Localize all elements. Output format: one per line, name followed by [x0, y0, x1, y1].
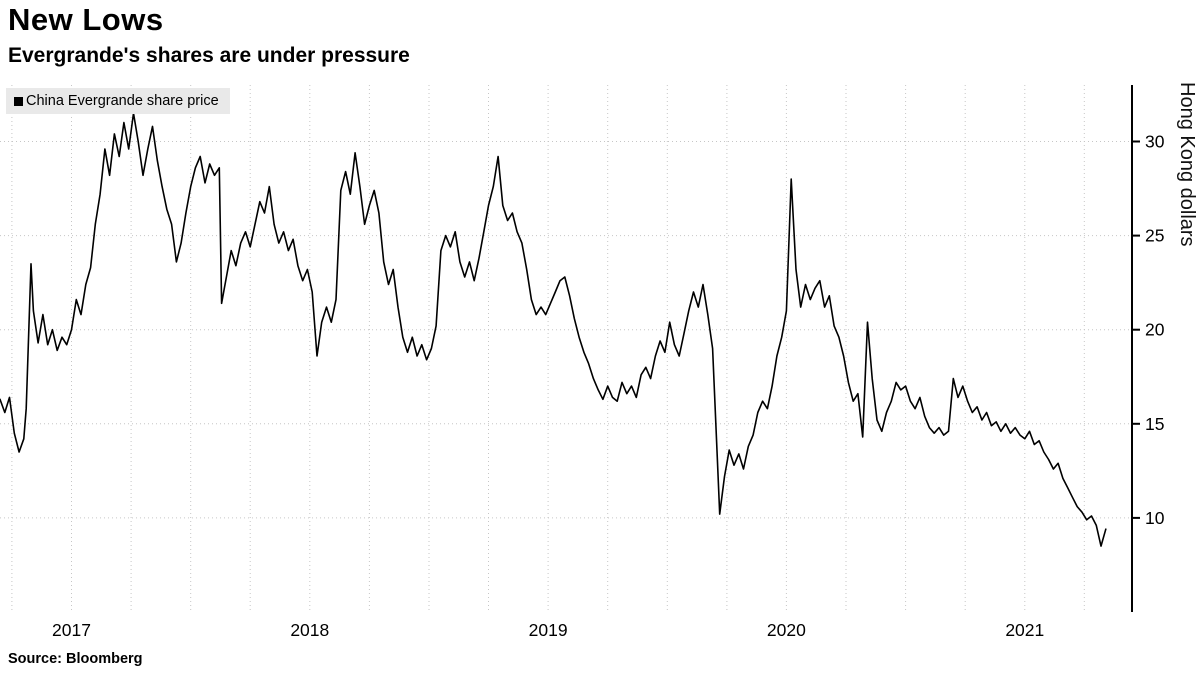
- x-tick-label: 2021: [1005, 620, 1044, 640]
- y-tick-label: 15: [1145, 414, 1164, 434]
- chart-title: New Lows: [8, 2, 164, 37]
- legend-label: China Evergrande share price: [26, 93, 219, 109]
- x-tick-label: 2019: [529, 620, 568, 640]
- y-tick-label: 30: [1145, 132, 1165, 152]
- chart-legend: China Evergrande share price: [6, 88, 230, 114]
- y-tick-label: 10: [1145, 508, 1165, 528]
- y-tick-label: 20: [1145, 320, 1165, 340]
- price-chart: 10 15 20 25 30 2017 2018 2019 2020 2021: [0, 85, 1165, 640]
- legend-marker-icon: [14, 96, 23, 106]
- source-credit: Source: Bloomberg: [8, 651, 143, 667]
- x-tick-label: 2018: [290, 620, 329, 640]
- x-tick-label: 2020: [767, 620, 806, 640]
- price-line: [0, 112, 1107, 547]
- x-tick-label: 2017: [52, 620, 91, 640]
- chart-subtitle: Evergrande's shares are under pressure: [8, 44, 410, 67]
- y-tick-label: 25: [1145, 226, 1164, 246]
- y-axis-label: Hong Kong dollars: [1176, 82, 1198, 247]
- chart-area: 10 15 20 25 30 2017 2018 2019 2020 2021: [0, 82, 1200, 650]
